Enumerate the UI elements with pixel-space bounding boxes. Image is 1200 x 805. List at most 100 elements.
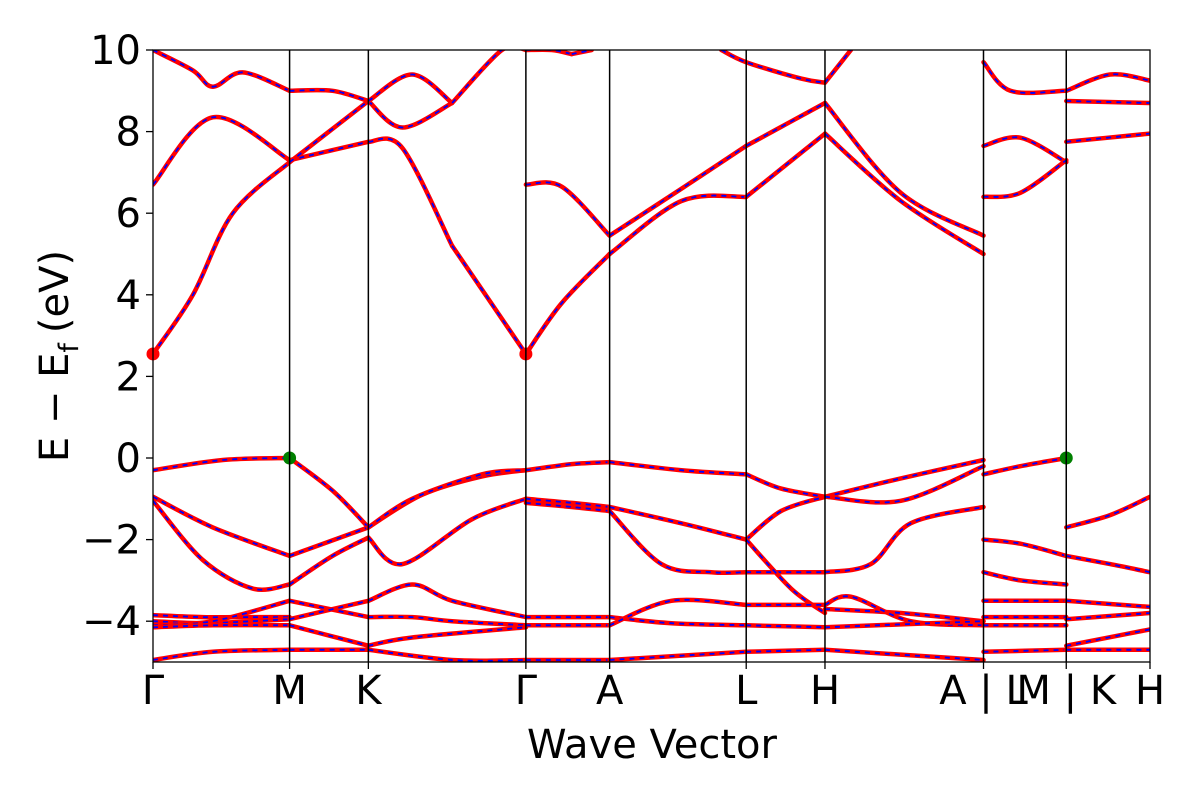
band-line-dashed-65 [368, 615, 526, 627]
band-line-69 [607, 614, 749, 628]
band-line-dashed-42 [609, 506, 747, 541]
band-line-29 [153, 455, 292, 473]
band-line-dashed-83 [368, 648, 526, 662]
y-tick-label-5: 6 [116, 191, 141, 237]
x-tick-label-8: M | K [1016, 668, 1117, 714]
y-axis-label-unit: (eV) [32, 250, 78, 333]
band-line-dashed-43 [608, 510, 747, 574]
band-line-66 [366, 625, 529, 648]
band-line-36 [366, 467, 529, 530]
x-tick-label-7: A | L [939, 668, 1028, 714]
band-line-9 [366, 72, 455, 106]
band-line-34 [287, 535, 371, 587]
band-line-dashed-56 [1066, 555, 1150, 574]
band-line-30 [287, 455, 371, 530]
band-line-dashed-53 [983, 538, 1067, 557]
band-line-dashed-11 [525, 50, 572, 55]
kpoint-lines [288, 50, 1068, 662]
band-line-dashed-28 [1066, 132, 1150, 143]
band-line-dashed-72 [746, 624, 826, 629]
band-line-dashed-41 [609, 461, 747, 476]
band-line-dashed-40 [525, 502, 610, 512]
band-line-dashed-57 [153, 614, 290, 619]
y-tick-label-2: 0 [116, 436, 141, 482]
band-line-dashed-37 [367, 497, 527, 566]
x-tick-label-6: H [810, 668, 840, 714]
x-tick-label-0: Γ [142, 668, 165, 714]
band-line-dashed-60 [153, 624, 290, 629]
band-line-dashed-25 [983, 159, 1067, 198]
y-tick-label-1: −2 [82, 518, 141, 564]
band-line-dashed-0 [153, 116, 291, 186]
band-line-dashed-9 [367, 73, 453, 104]
band-line-53 [981, 537, 1069, 559]
band-line-2 [153, 50, 292, 94]
band-line-0 [153, 115, 292, 187]
x-tick-label-4: A [596, 668, 624, 714]
band-line-dashed-27 [1066, 100, 1150, 104]
band-line-dashed-20 [824, 102, 984, 237]
band-line-dashed-48 [824, 459, 984, 498]
band-line-13 [523, 180, 612, 238]
x-axis-ticks: Γ M K Γ A L H A | LM | K H [142, 662, 1165, 714]
band-line-dashed-73 [824, 595, 984, 627]
band-line-35 [366, 467, 529, 530]
band-line-dashed-58 [153, 618, 290, 625]
band-line-dashed-5 [289, 89, 369, 102]
y-axis-label: E − Ef (eV) [32, 250, 85, 462]
band-line-dashed-2 [153, 50, 290, 92]
band-line-dashed-38 [525, 461, 610, 472]
band-line-dashed-6 [368, 137, 453, 247]
band-line-49 [822, 463, 986, 505]
band-line-dashed-32 [153, 500, 290, 591]
band-line-dashed-78 [1066, 599, 1150, 608]
x-axis-label: Wave Vector [527, 722, 778, 768]
band-line-81 [153, 647, 292, 662]
band-line-dashed-35 [367, 469, 527, 529]
band-line-47 [743, 537, 828, 616]
band-line-8 [366, 98, 455, 130]
band-line-44 [743, 472, 828, 500]
band-line-14 [523, 251, 612, 357]
band-line-dashed-52 [983, 457, 1067, 476]
band-line-6 [366, 136, 455, 249]
band-line-dashed-33 [289, 526, 369, 557]
band-line-dashed-17 [745, 102, 826, 147]
band-line-dashed-86 [746, 648, 826, 653]
band-line-dashed-7 [451, 245, 527, 355]
band-line-dashed-81 [153, 648, 290, 661]
y-tick-label-4: 4 [116, 273, 141, 319]
band-line-dashed-1 [153, 161, 291, 355]
y-tick-label-7: 10 [90, 28, 141, 74]
band-line-dashed-29 [153, 457, 290, 472]
band-line-dashed-87 [824, 648, 984, 661]
band-line-dashed-16 [609, 194, 747, 255]
band-line-dashed-85 [609, 650, 747, 661]
band-line-19 [719, 50, 828, 85]
band-line-dashed-79 [1066, 612, 1150, 621]
band-line-dashed-80 [1066, 628, 1150, 647]
band-line-dashed-49 [824, 465, 984, 504]
x-tick-label-2: K [355, 668, 383, 714]
band-line-dashed-66 [368, 626, 526, 647]
band-line-dashed-50 [824, 506, 984, 574]
band-line-dashed-47 [745, 538, 826, 614]
band-line-dashed-74 [824, 620, 984, 629]
band-line-dashed-39 [525, 497, 610, 508]
band-line-dashed-14 [525, 253, 611, 355]
band-line-24 [981, 134, 1069, 165]
band-line-dashed-34 [289, 536, 369, 586]
band-line-dashed-36 [367, 469, 526, 529]
band-line-dashed-70 [609, 598, 747, 627]
band-line-dashed-45 [745, 495, 826, 541]
band-line-10 [449, 50, 529, 106]
band-line-dashed-31 [153, 495, 290, 557]
band-line-dashed-21 [824, 132, 984, 255]
band-line-5 [287, 87, 371, 104]
band-line-dashed-62 [289, 599, 369, 621]
band-line-83 [366, 647, 529, 662]
band-line-dashed-15 [609, 145, 747, 237]
y-axis-label-subscript: f [54, 342, 85, 353]
band-line-23 [981, 59, 1069, 96]
